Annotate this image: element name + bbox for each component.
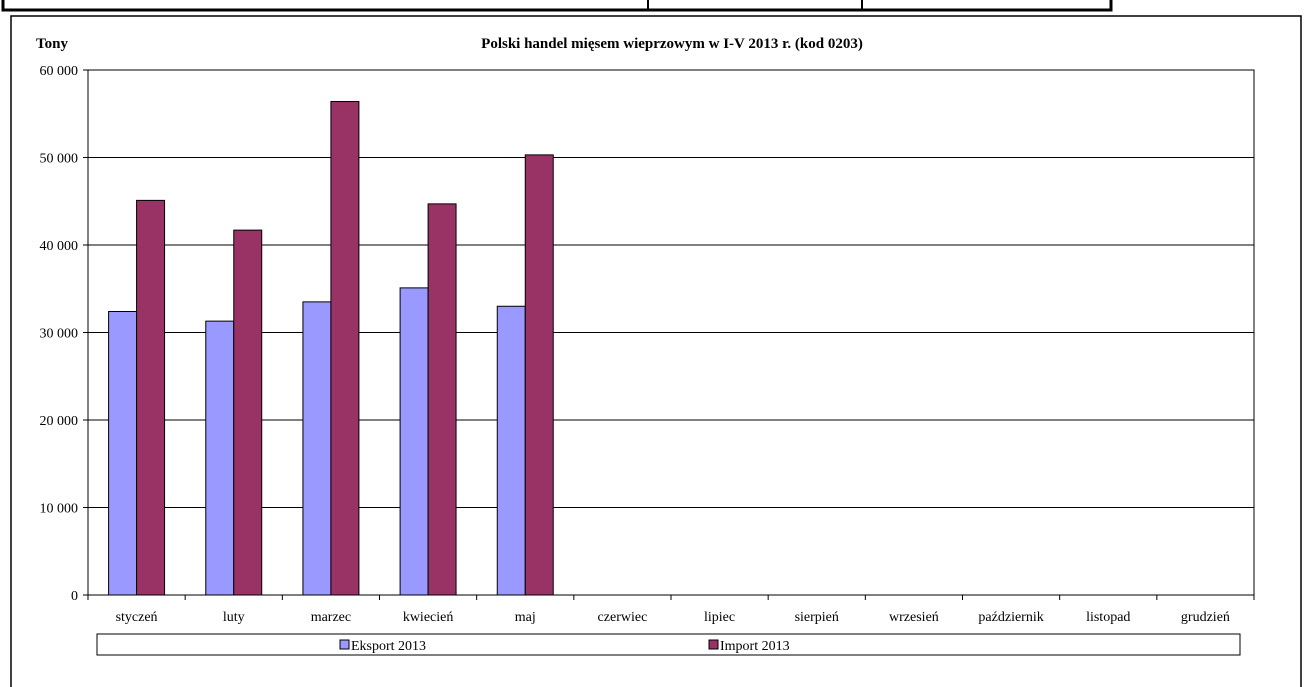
chart: Tony Polski handel mięsem wieprzowym w I… bbox=[10, 15, 1302, 687]
y-tick-label: 0 bbox=[71, 589, 78, 604]
y-tick-label: 50 000 bbox=[40, 152, 79, 167]
y-axis-label: Tony bbox=[36, 36, 68, 52]
bar-eksport bbox=[496, 305, 526, 596]
legend-swatch bbox=[708, 639, 719, 650]
bar-eksport bbox=[205, 320, 235, 596]
y-tick-label: 30 000 bbox=[40, 327, 79, 342]
x-tick-label: listopad bbox=[1086, 610, 1130, 625]
plot-area bbox=[87, 69, 1255, 596]
x-tick-label: grudzień bbox=[1181, 610, 1230, 625]
x-tick-label: styczeń bbox=[116, 610, 158, 625]
x-tick-label: marzec bbox=[311, 610, 351, 625]
y-axis-ticks: 0 10 000 20 000 30 000 40 000 50 000 60 000 bbox=[40, 64, 88, 604]
bar-eksport bbox=[302, 301, 332, 596]
x-axis-ticks: styczeń luty marzec kwiecień maj czerwiec lipi… bbox=[87, 595, 1255, 625]
bar-import bbox=[330, 101, 360, 596]
chart-title: Polski handel mięsem wieprzowym w I-V 20… bbox=[481, 36, 863, 52]
y-tick-label: 20 000 bbox=[40, 414, 79, 429]
bars bbox=[108, 101, 554, 596]
bar-import bbox=[233, 229, 263, 596]
x-tick-label: kwiecień bbox=[403, 610, 454, 625]
legend: Eksport 2013 Import 2013 bbox=[96, 633, 1241, 656]
bar-import bbox=[136, 199, 166, 596]
bar-eksport bbox=[399, 287, 429, 596]
x-tick-label: sierpień bbox=[795, 610, 839, 625]
x-tick-label: maj bbox=[515, 610, 536, 625]
y-tick-label: 40 000 bbox=[40, 239, 79, 254]
bar-eksport bbox=[108, 311, 138, 596]
x-tick-label: lipiec bbox=[704, 610, 735, 625]
y-tick-label: 60 000 bbox=[40, 64, 79, 79]
x-tick-label: wrzesień bbox=[889, 610, 939, 625]
legend-label: Import 2013 bbox=[720, 639, 790, 654]
x-tick-label: październik bbox=[978, 610, 1043, 625]
x-tick-label: luty bbox=[223, 610, 245, 625]
gridlines bbox=[88, 157, 1254, 508]
top-border-strip bbox=[1, 0, 1113, 12]
y-tick-label: 10 000 bbox=[40, 502, 79, 517]
bar-import bbox=[427, 203, 457, 596]
bar-import bbox=[524, 154, 554, 596]
legend-label: Eksport 2013 bbox=[351, 639, 426, 654]
legend-swatch bbox=[339, 639, 350, 650]
legend-box bbox=[96, 633, 1241, 656]
x-tick-label: czerwiec bbox=[598, 610, 648, 625]
chart-border bbox=[10, 15, 1302, 687]
